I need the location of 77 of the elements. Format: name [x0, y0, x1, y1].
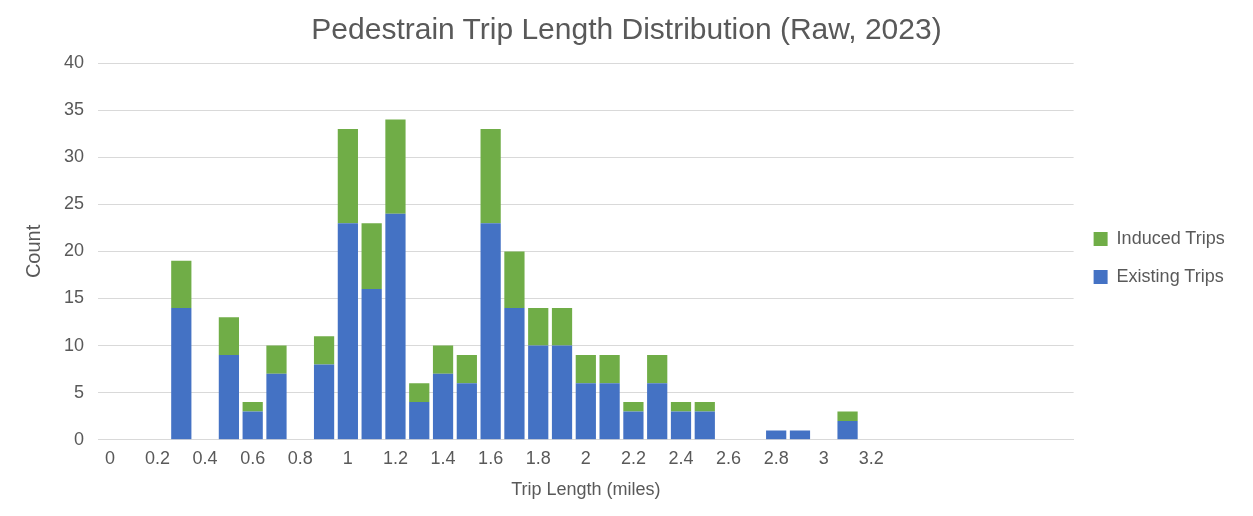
bar: [599, 383, 620, 440]
bar: [313, 336, 335, 365]
bar: [528, 307, 549, 346]
bar: [242, 411, 263, 440]
bar: [575, 383, 596, 440]
bar: [551, 345, 573, 440]
x-tick-label: 0.8: [287, 447, 313, 468]
bar: [361, 289, 382, 440]
x-tick-label: 0.4: [192, 447, 218, 468]
x-tick-label: 1: [342, 447, 353, 468]
x-tick-label: 2.4: [668, 447, 694, 468]
x-tick-label: 2: [580, 447, 591, 468]
bar: [504, 251, 525, 308]
bar: [171, 307, 192, 440]
bar: [266, 345, 287, 374]
bar: [789, 430, 811, 440]
bar: [480, 128, 501, 224]
bar: [361, 223, 382, 290]
y-tick-label: 15: [63, 287, 85, 308]
bar: [480, 223, 501, 440]
bar: [647, 355, 668, 384]
bar: [647, 383, 668, 440]
chart-title: Pedestrain Trip Length Distribution (Raw, 2023): [311, 12, 942, 46]
bar: [432, 345, 454, 374]
bar: [242, 402, 263, 412]
x-axis-title: Trip Length (miles): [511, 479, 661, 500]
x-tick-label: 1.6: [478, 447, 504, 468]
legend-label: Existing Trips: [1116, 265, 1224, 286]
y-tick-label: 0: [74, 428, 85, 449]
bar: [623, 402, 644, 412]
bar: [385, 213, 406, 440]
x-tick-label: 3: [818, 447, 829, 468]
bar: [694, 402, 715, 412]
bar: [313, 364, 335, 440]
x-tick-label: 1.4: [430, 447, 456, 468]
x-tick-label: 0.6: [240, 447, 266, 468]
bar: [599, 355, 620, 384]
y-tick-label: 35: [63, 99, 85, 120]
y-tick-label: 5: [74, 381, 85, 402]
bar: [218, 317, 240, 356]
y-tick-label: 25: [63, 193, 85, 214]
bar: [432, 373, 454, 440]
x-tick-label: 0.2: [144, 447, 171, 468]
bar: [670, 402, 692, 412]
bar: [670, 411, 692, 440]
legend-label: Induced Trips: [1116, 227, 1225, 248]
bar: [409, 402, 430, 440]
x-tick-label: 2.8: [763, 447, 789, 468]
bar: [837, 420, 858, 440]
bar: [456, 383, 477, 440]
x-tick-label: 1.2: [382, 447, 408, 468]
bar: [409, 383, 430, 403]
bar: [337, 128, 358, 224]
bar: [551, 307, 573, 346]
y-axis-title: Count: [21, 224, 44, 279]
bar: [456, 355, 477, 384]
y-tick-label: 40: [63, 51, 85, 72]
bar: [337, 223, 358, 440]
y-tick-label: 20: [63, 240, 85, 261]
x-tick-label: 0: [104, 447, 115, 468]
bar: [623, 411, 644, 440]
bar: [528, 345, 549, 440]
bar: [266, 373, 287, 440]
bar: [385, 119, 406, 214]
bar: [837, 411, 858, 421]
x-tick-label: 3.2: [858, 447, 884, 468]
bar: [504, 307, 525, 440]
bar: [575, 355, 596, 384]
y-tick-label: 10: [63, 334, 85, 355]
bar: [171, 260, 192, 308]
x-tick-label: 1.8: [525, 447, 551, 468]
x-tick-label: 2.2: [620, 447, 646, 468]
x-tick-label: 2.6: [716, 447, 742, 468]
bar: [694, 411, 715, 440]
bar: [766, 430, 787, 440]
bar: [218, 355, 240, 440]
y-tick-label: 30: [63, 146, 85, 167]
